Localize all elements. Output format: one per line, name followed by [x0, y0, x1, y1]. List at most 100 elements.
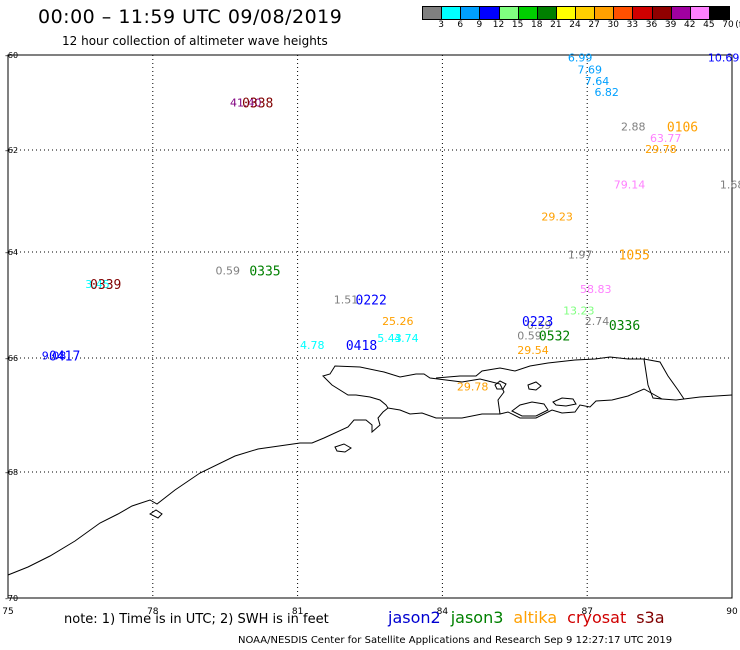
wave-height-value: 0.59 [517, 330, 542, 343]
island-5 [334, 443, 352, 453]
wave-height-value: 1.97 [568, 249, 593, 262]
lon-tick-label: 84 [437, 607, 449, 617]
legend-swatch [499, 7, 519, 19]
legend-label: 24 [569, 20, 581, 30]
legend-label: 6 [457, 20, 464, 30]
lat-tick-label: -60 [5, 51, 18, 60]
map-frame [7, 54, 733, 599]
pass-time-label: 0223 [522, 315, 553, 330]
pass-time-label: 0417 [49, 349, 80, 364]
wave-height-value: 1.68 [720, 179, 740, 192]
wave-height-value: 4.74 [394, 332, 419, 345]
legend-label: 12 [492, 20, 505, 30]
legend-label: 30 [607, 20, 619, 30]
legend-label: 27 [588, 20, 600, 30]
legend-label: 45 [703, 20, 715, 30]
legend-swatch [652, 7, 672, 19]
legend-label: 21 [550, 20, 562, 30]
legend-swatch [461, 7, 481, 19]
pass-time-label: 1055 [619, 249, 650, 264]
mission-label: jason2 [388, 608, 441, 627]
lat-tick-label: -66 [5, 354, 18, 363]
wave-height-value: 29.54 [517, 344, 549, 357]
island-1 [552, 397, 577, 407]
map-subtitle: 12 hour collection of altimeter wave hei… [62, 34, 328, 48]
lat-tick-label: -62 [5, 146, 18, 155]
mission-label: altika [513, 608, 558, 627]
legend-label: 18 [531, 20, 543, 30]
wave-height-value: 4.78 [300, 339, 325, 352]
legend-swatch [518, 7, 538, 19]
wave-height-value: 2.88 [621, 120, 646, 133]
map-title: 00:00 – 11:59 UTC 09/08/2019 [38, 6, 343, 28]
pass-time-label: 0339 [90, 278, 121, 293]
legend-label: 9 [476, 20, 483, 30]
lon-tick-label: 78 [147, 607, 159, 617]
legend-label: 70 [722, 20, 734, 30]
wave-height-value: 29.78 [645, 143, 677, 156]
coastline-inlet [322, 365, 505, 415]
wave-height-value: 9.08 [42, 349, 67, 362]
wave-height-value: 41.40 [230, 97, 262, 110]
legend-label: 33 [626, 20, 639, 30]
legend-swatch [671, 7, 691, 19]
wave-height-value: 0.59 [216, 265, 241, 278]
wave-height-value: 63.77 [650, 132, 682, 145]
coastline-main [7, 388, 733, 576]
legend-swatch [537, 7, 557, 19]
color-legend [422, 6, 730, 20]
wave-height-value: 79.14 [614, 179, 646, 192]
pass-time-label: 0336 [609, 319, 640, 334]
lon-tick-label: 90 [726, 607, 738, 617]
wave-height-value: 2.74 [585, 315, 610, 328]
legend-label: 3 [438, 20, 444, 30]
lon-tick-label: 87 [581, 607, 592, 617]
wave-height-value: 58.83 [580, 283, 612, 296]
mission-label: s3a [636, 608, 665, 627]
lat-tick-label: -70 [5, 594, 18, 603]
coastline [7, 356, 733, 576]
lon-tick-label: 75 [2, 607, 13, 617]
legend-swatch [556, 7, 576, 19]
wave-height-labels: 6.997.697.646.8210.6941.402.8863.7729.78… [42, 51, 740, 393]
lon-tick-label: 81 [292, 607, 303, 617]
lat-tick-label: -64 [5, 248, 18, 257]
pass-time-label: 0338 [242, 97, 273, 112]
legend-swatch [709, 7, 729, 19]
island-4 [527, 381, 542, 391]
wave-height-value: 1.51 [334, 294, 359, 307]
wave-height-value: 29.78 [457, 381, 489, 394]
mission-label: cryosat [567, 608, 627, 627]
wave-height-value: 5.43 [377, 332, 402, 345]
legend-swatch [633, 7, 653, 19]
lat-lon-grid: 75 78 81 84 87 90 -60 -62 -64 -66 -68 -70 [2, 51, 738, 617]
legend-swatch [480, 7, 500, 19]
legend-swatch [442, 7, 462, 19]
island-3 [494, 380, 507, 390]
wave-height-value: 6.99 [568, 51, 593, 64]
credit-line: NOAA/NESDIS Center for Satellite Applica… [238, 635, 673, 646]
wave-height-value: 7.69 [578, 63, 603, 76]
legend-swatch [690, 7, 710, 19]
wave-height-value: 25.26 [382, 315, 414, 328]
legend-label: 36 [645, 20, 658, 30]
wave-height-value: 3.45 [85, 278, 110, 291]
pass-time-label: 0335 [249, 265, 280, 280]
pass-time-label: 0532 [539, 330, 570, 345]
legend-label: 15 [511, 20, 524, 30]
wave-height-value: 10.69 [708, 51, 740, 64]
coastline-shelf [435, 356, 685, 400]
legend-swatch [595, 7, 615, 19]
legend-label: 39 [664, 20, 677, 30]
wave-height-value: 7.64 [585, 75, 610, 88]
pass-time-label: 0222 [356, 294, 387, 309]
wave-height-value: 13.23 [563, 304, 595, 317]
legend-swatch [423, 7, 443, 19]
lat-tick-label: -68 [5, 468, 18, 477]
pass-time-label: 0418 [346, 339, 377, 354]
pass-time-label: 0106 [667, 120, 698, 135]
wave-height-value: 6.82 [594, 86, 619, 99]
island-6 [149, 509, 163, 519]
